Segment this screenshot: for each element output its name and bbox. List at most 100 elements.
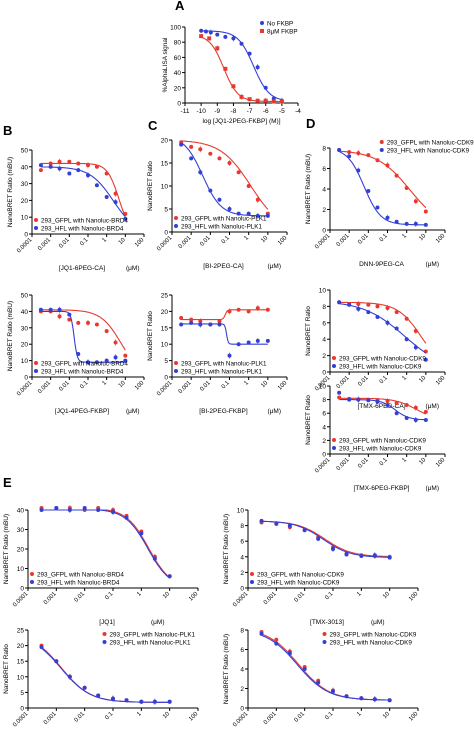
x-tick-label: 0.001 <box>43 591 58 606</box>
data-point <box>366 153 371 158</box>
fit-curve <box>262 520 390 558</box>
data-point <box>113 191 118 196</box>
data-point <box>179 322 184 327</box>
x-tick-label: 100 <box>435 457 447 469</box>
legend-label: 293_HFL with Nanoluc-CDK9 <box>257 580 340 587</box>
data-point <box>302 667 307 671</box>
data-point <box>337 395 342 400</box>
data-point <box>104 171 109 176</box>
data-point <box>189 320 194 325</box>
x-tick-label: 0.0001 <box>156 380 174 398</box>
y-axis-label: NanoBRET Ratio (mBU) <box>7 157 14 227</box>
x-tick-label: 0.0001 <box>232 591 250 609</box>
y-tick-label: 2 <box>322 207 326 214</box>
data-point <box>372 553 377 558</box>
x-tick-label: 0.1 <box>221 380 232 391</box>
data-point <box>255 213 260 218</box>
legend-marker <box>260 21 264 25</box>
data-point <box>123 358 128 363</box>
x-tick-label: 0.001 <box>178 235 193 250</box>
data-point <box>331 689 335 694</box>
y-tick-label: 8 <box>322 146 326 153</box>
fit-curve <box>181 140 269 210</box>
data-point <box>255 197 260 202</box>
panel-letter: A <box>175 0 185 13</box>
x-tick-label: 0.0001 <box>156 235 174 253</box>
x-tick-label: -11 <box>181 108 190 115</box>
legend-marker <box>102 640 107 644</box>
x-tick-label: 0.1 <box>324 711 335 722</box>
data-point <box>246 309 251 314</box>
data-point <box>38 163 43 168</box>
y-tick-label: 8 <box>240 523 244 530</box>
data-point <box>198 322 203 327</box>
x-tick-label: 0.1 <box>221 235 232 246</box>
x-tick-label: 0.0001 <box>232 711 250 729</box>
y-tick-label: 8 <box>322 304 326 311</box>
data-point <box>57 166 62 171</box>
fit-curve <box>262 520 390 558</box>
data-point <box>57 307 62 312</box>
data-point <box>208 151 213 156</box>
x-tick-label: -7 <box>247 108 253 115</box>
data-point <box>236 307 241 312</box>
legend-label: 293_HFL with Nanoluc-BRD4 <box>41 369 124 376</box>
data-point <box>86 173 90 178</box>
data-point <box>236 211 241 216</box>
legend-marker <box>34 369 38 373</box>
y-tick-label: 5 <box>164 207 168 214</box>
x-tick-label: 100 <box>188 591 200 603</box>
legend-label: 293_HFL with Nanoluc-PLK1 <box>110 640 191 647</box>
data-point <box>104 329 109 334</box>
legend-label: 293_HFL with Nanoluc-BRD4 <box>37 580 120 587</box>
data-point <box>394 411 399 416</box>
legend-label: 293_GFPL with Nanoluc-CDK9 <box>339 438 426 445</box>
data-point <box>239 94 244 99</box>
data-point <box>96 693 101 698</box>
data-point <box>359 554 364 559</box>
y-tick-label: 0 <box>20 706 24 713</box>
data-point <box>274 641 279 646</box>
fit-curve <box>339 150 427 209</box>
data-point <box>271 99 276 104</box>
data-point <box>48 307 53 312</box>
fit-curve <box>41 310 126 363</box>
data-point <box>274 521 279 526</box>
data-point <box>208 30 213 35</box>
fit-curve <box>202 30 282 101</box>
data-point <box>271 96 276 101</box>
legend-label: 293_GFPL with Nanoluc-CDK9 <box>339 356 426 363</box>
data-point <box>217 156 222 161</box>
data-point <box>67 317 72 322</box>
x-tick-label: 0.001 <box>263 711 278 726</box>
data-point <box>265 307 270 312</box>
data-point <box>316 680 321 685</box>
x-tick-label: 10 <box>382 591 391 600</box>
data-point <box>217 197 222 202</box>
data-point <box>356 397 361 402</box>
data-point <box>302 528 307 533</box>
data-point <box>227 309 232 314</box>
x-tick-label: 100 <box>435 375 447 387</box>
x-tick-label: 0.1 <box>79 237 90 248</box>
x-tick-label: 10 <box>418 375 427 384</box>
fit-curve <box>339 301 427 344</box>
panel-d1: D 0 2 4 6 8 0.0001 0.001 0.01 0.1 1 10 100 NanoBRET R… <box>305 116 474 268</box>
x-tick-label: 0.0001 <box>314 233 332 251</box>
data-point <box>423 222 428 227</box>
data-point <box>111 509 115 514</box>
x-axis-unit: (μM) <box>371 619 385 626</box>
data-point <box>344 552 349 557</box>
data-point <box>263 98 268 103</box>
data-point <box>96 508 101 512</box>
data-point <box>94 322 99 327</box>
legend-marker <box>34 361 38 365</box>
legend-marker <box>174 216 178 220</box>
panel-e2: 0 2 4 6 8 10 0.0001 0.001 0.01 0.1 1 10 100 NanoBRET … <box>223 508 420 627</box>
data-point <box>152 556 157 561</box>
data-point <box>223 66 228 71</box>
legend-marker <box>174 369 178 373</box>
x-tick-label: 100 <box>435 233 447 245</box>
data-point <box>217 319 222 324</box>
